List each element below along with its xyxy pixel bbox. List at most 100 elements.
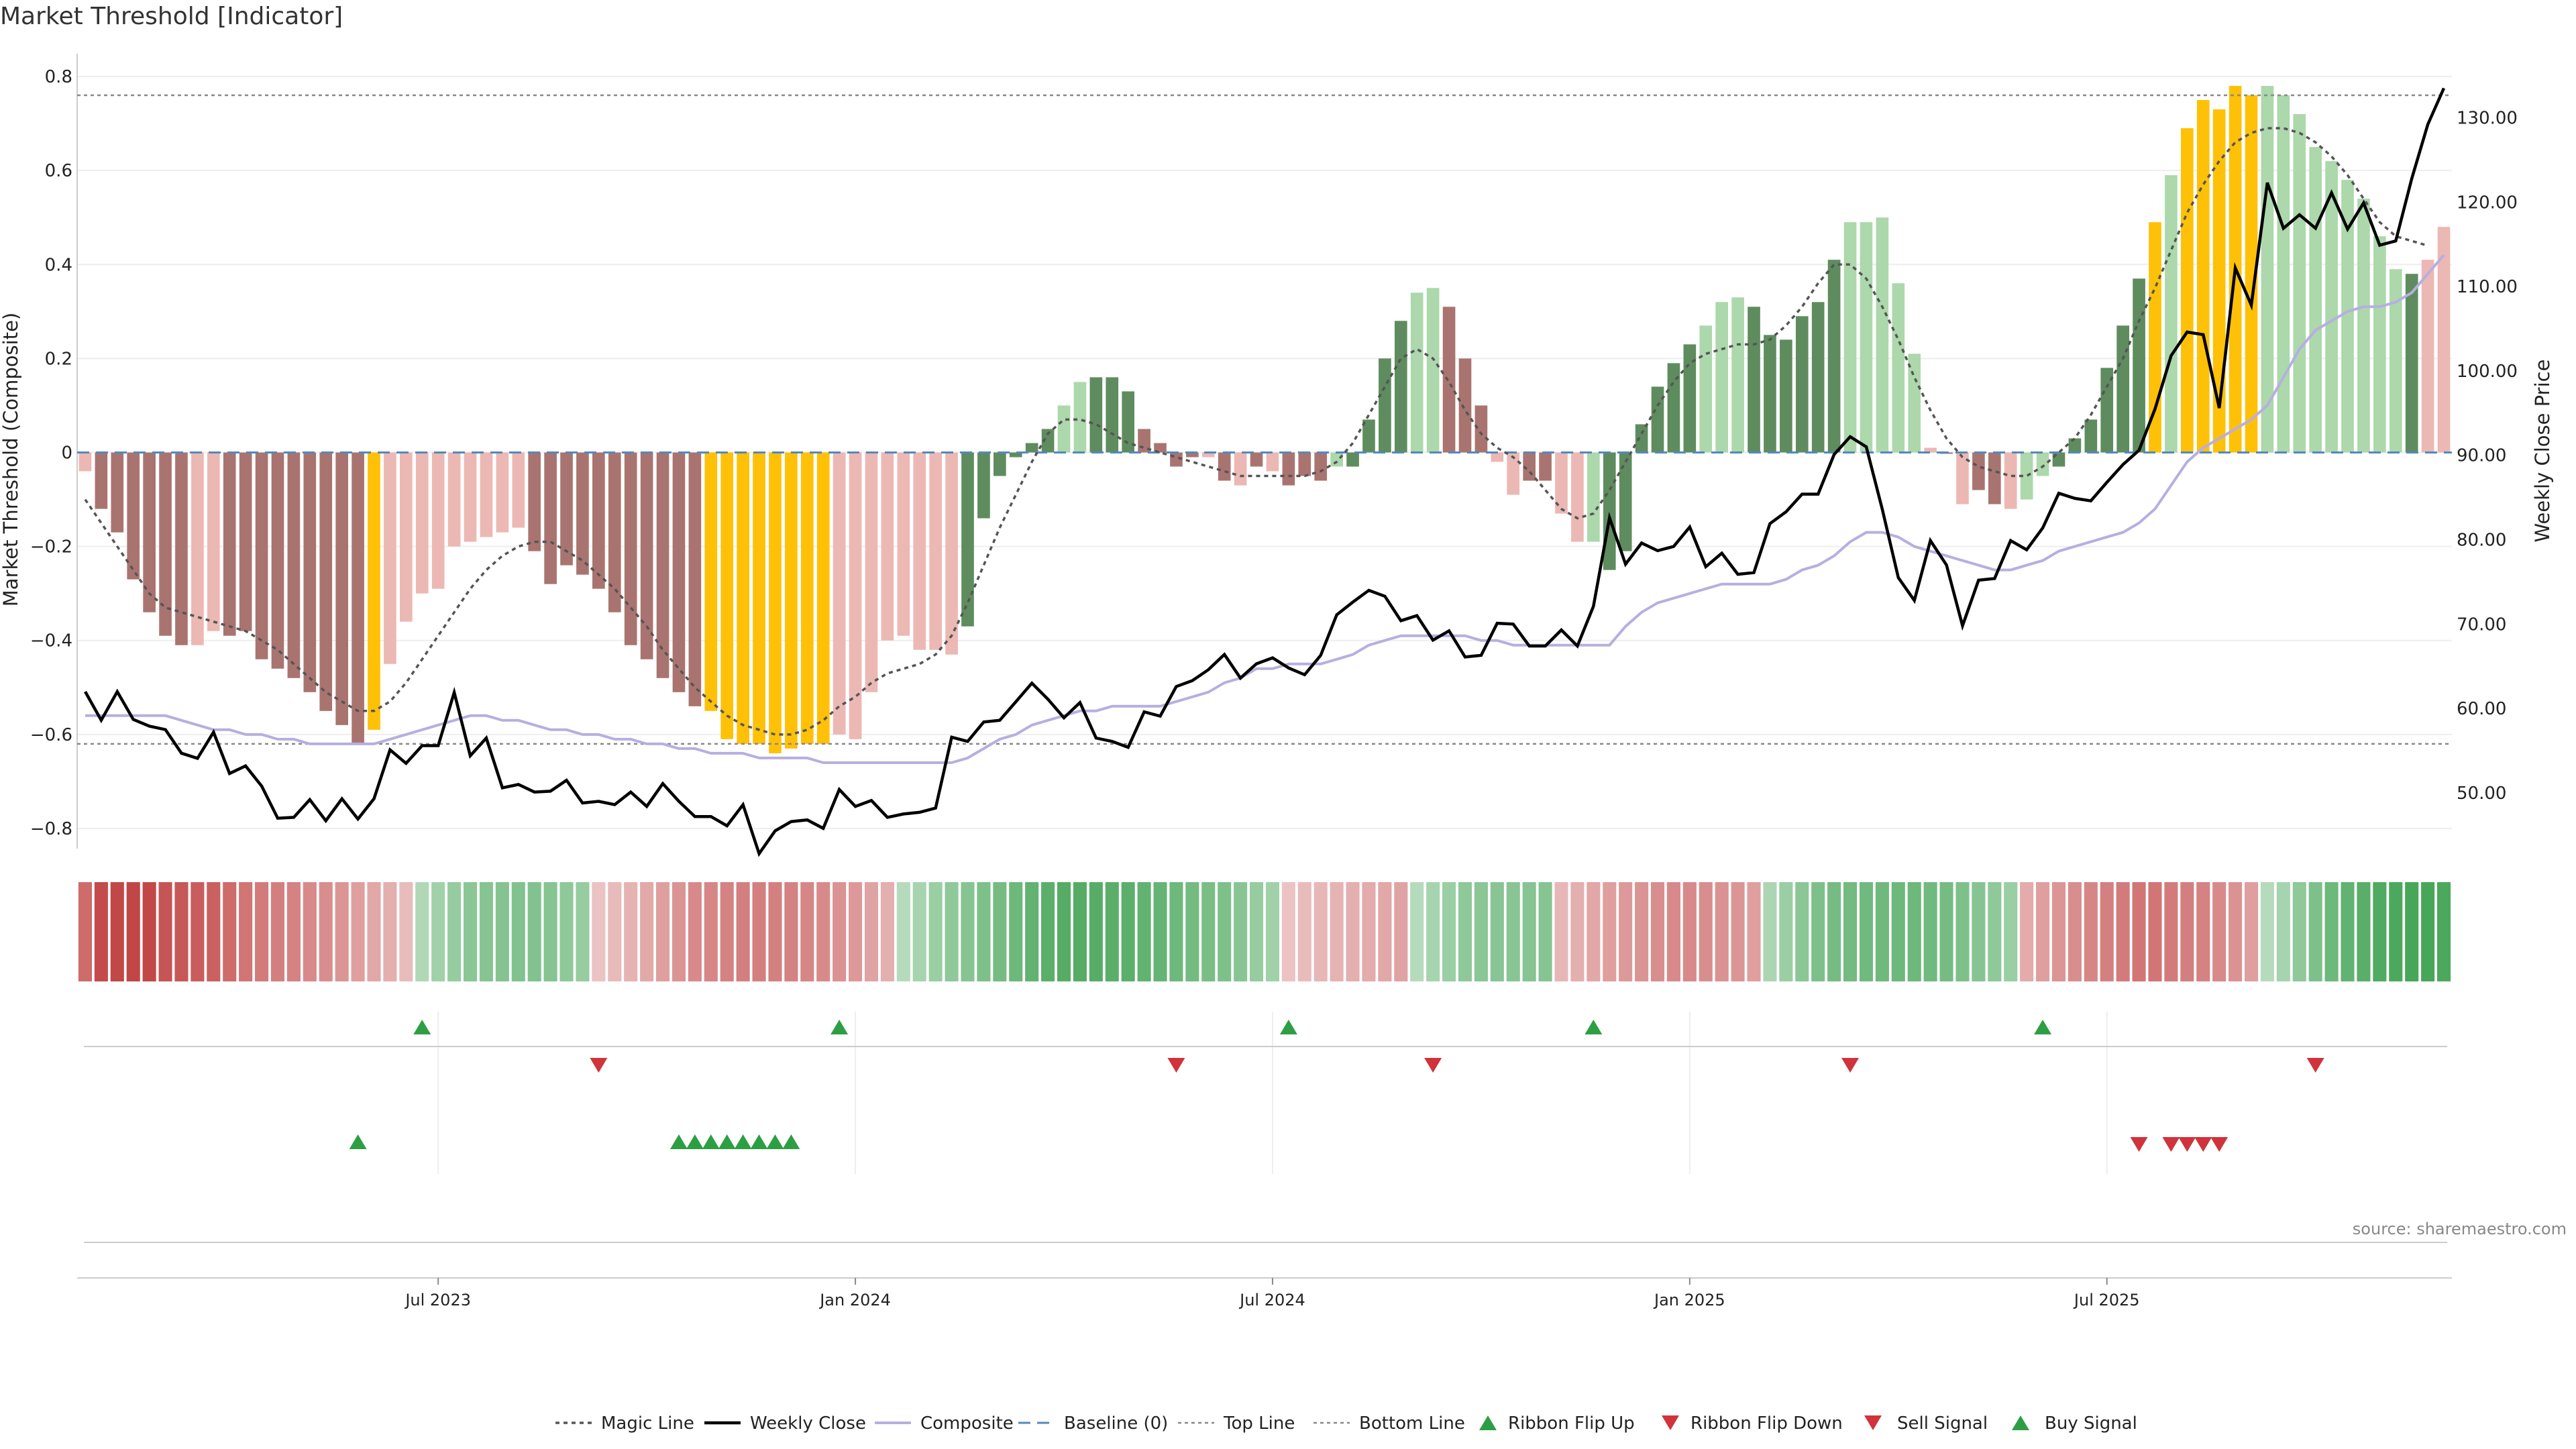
ribbon-cell: [1619, 882, 1633, 981]
ribbon-cell: [110, 882, 124, 981]
composite-bar: [431, 452, 445, 589]
composite-bar: [239, 452, 252, 631]
composite-bar: [2405, 274, 2418, 453]
ribbon-cell: [431, 882, 445, 981]
composite-bar: [1314, 452, 1328, 481]
ribbon-cell: [1972, 882, 1986, 981]
composite-bar: [2084, 419, 2098, 453]
composite-bar: [464, 452, 477, 542]
composite-bar: [785, 452, 798, 749]
composite-bar: [1715, 302, 1729, 453]
legend-label: Sell Signal: [1897, 1413, 1988, 1434]
composite-bar: [1379, 358, 1391, 453]
composite-bar: [1474, 405, 1488, 453]
ribbon-cell: [286, 882, 301, 981]
composite-bar: [2196, 100, 2210, 453]
composite-bar: [368, 452, 380, 730]
signal-panel: [84, 1134, 2447, 1243]
ribbon-cell: [2116, 882, 2130, 981]
ribbon-cell: [1635, 882, 1649, 981]
y2-tick-label: 90.00: [2457, 446, 2506, 466]
ribbon-cell: [1234, 882, 1248, 981]
y2-axis-title: Weekly Close Price: [2531, 360, 2554, 543]
y-tick-label: −0.2: [30, 537, 72, 557]
ribbon-cell: [624, 882, 638, 981]
ribbon-cell: [1057, 882, 1071, 981]
ribbon-cell: [463, 882, 478, 981]
ribbon-flip-up-marker: [413, 1019, 431, 1035]
composite-bar: [994, 452, 1006, 476]
ribbon-cell: [2357, 882, 2371, 981]
composite-bar: [384, 452, 396, 664]
ribbon-cell: [1410, 882, 1424, 981]
legend-swatch: [1662, 1415, 1679, 1431]
composite-bar: [1619, 452, 1632, 551]
x-tick-label: Jul 2025: [2073, 1291, 2140, 1309]
composite-bar: [929, 452, 942, 650]
composite-bar: [2389, 269, 2402, 453]
ribbon-flip-down-marker: [2306, 1057, 2324, 1073]
ribbon-cell: [1763, 882, 1777, 981]
ribbon-cell: [1490, 882, 1504, 981]
ribbon-cell: [800, 882, 814, 981]
ribbon-cell: [2020, 882, 2034, 981]
legend-label: Magic Line: [601, 1413, 694, 1434]
legend-label: Composite: [920, 1413, 1014, 1434]
ribbon-cell: [655, 882, 670, 981]
composite-bar: [528, 452, 541, 551]
composite-bar: [1346, 452, 1359, 467]
y2-tick-label: 120.00: [2457, 193, 2518, 213]
composite-line: [85, 254, 2445, 764]
ribbon-cell: [1153, 882, 1167, 981]
composite-bar: [1186, 452, 1199, 458]
y-tick-label: 0: [61, 443, 72, 463]
ribbon-cell: [335, 882, 349, 981]
ribbon-cell: [736, 882, 750, 981]
buy-signal-marker: [782, 1134, 800, 1150]
ribbon-cell: [270, 882, 285, 981]
ribbon-cell: [2212, 882, 2226, 981]
composite-bar: [2052, 452, 2065, 467]
composite-bar: [1507, 452, 1520, 495]
composite-bar: [800, 452, 814, 744]
ribbon-cell: [1041, 882, 1055, 981]
magic-line: [84, 127, 2428, 736]
ribbon-cell: [543, 882, 557, 981]
y-axis-title: Market Threshold (Composite): [0, 313, 22, 606]
ribbon-cell: [688, 882, 702, 981]
y2-tick-label: 80.00: [2457, 531, 2506, 551]
ribbon-flip-down-marker: [590, 1057, 608, 1073]
composite-bar: [2357, 199, 2370, 453]
ribbon-cell: [912, 882, 926, 981]
composite-bar: [175, 452, 188, 645]
composite-bar: [1988, 452, 2001, 504]
composite-bar: [1410, 292, 1424, 453]
ribbon-cell: [1330, 882, 1344, 981]
ribbon-cell: [479, 882, 493, 981]
composite-bar: [1555, 452, 1568, 514]
composite-bar: [2293, 114, 2306, 453]
ribbon-cell: [2324, 882, 2339, 981]
composite-bar: [2373, 236, 2386, 453]
ribbon-cell: [1346, 882, 1360, 981]
ribbon-cell: [1682, 882, 1697, 981]
composite-bar: [1587, 452, 1600, 542]
composite-bar: [672, 452, 686, 692]
composite-bar: [1908, 354, 1921, 453]
ribbon-cell: [1955, 882, 1970, 981]
composite-bar: [480, 452, 493, 537]
composite-bar: [753, 452, 765, 744]
composite-bar: [1780, 339, 1792, 453]
legend: Magic Line Weekly Close Composite Baseline …: [555, 1413, 2137, 1434]
y-tick-label: 0.6: [45, 161, 72, 181]
ribbon-cell: [158, 882, 172, 981]
ribbon-cell: [1378, 882, 1392, 981]
composite-bar: [1298, 452, 1311, 476]
composite-bar: [2133, 278, 2145, 453]
composite-bar: [1603, 452, 1616, 570]
ribbon-cell: [174, 882, 189, 981]
composite-bar: [2181, 128, 2194, 453]
ribbon-cell: [1121, 882, 1135, 981]
ribbon-cell: [559, 882, 574, 981]
